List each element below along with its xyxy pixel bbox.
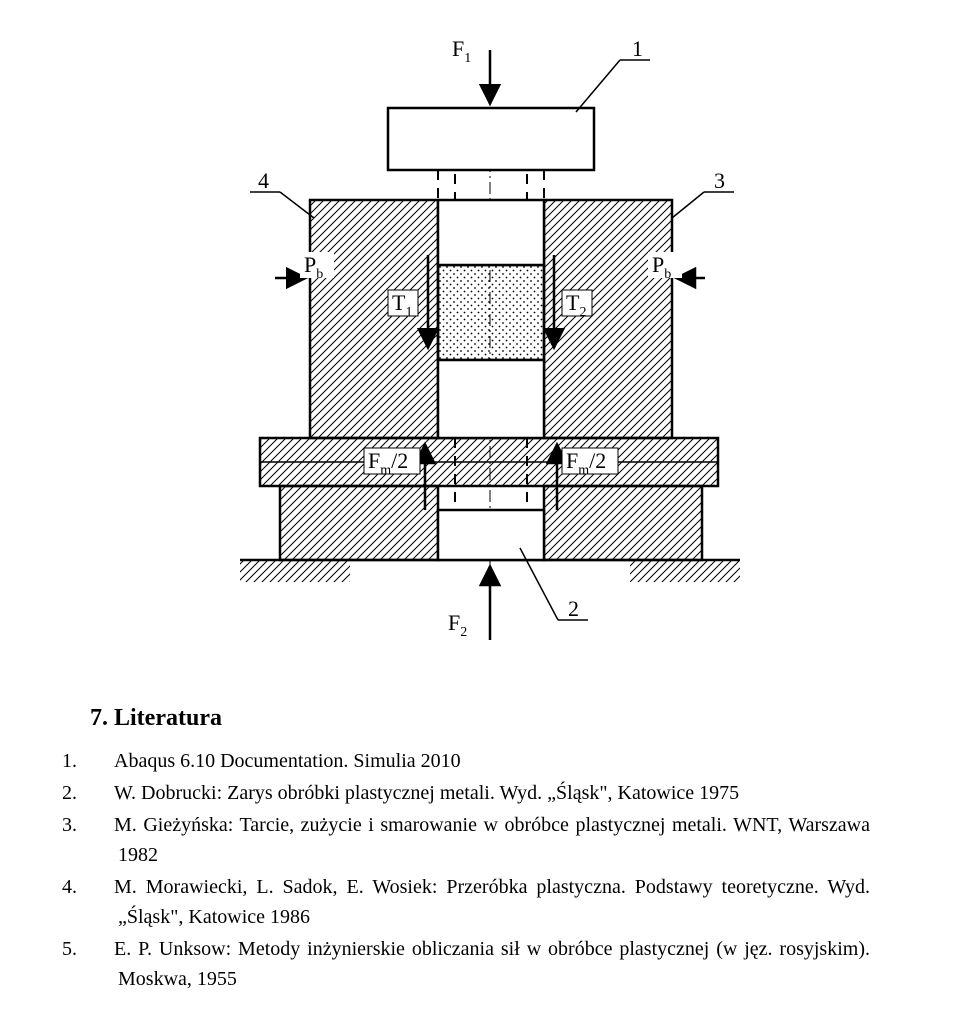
svg-text:F1: F1 <box>452 36 471 66</box>
reference-item: 1.Abaqus 6.10 Documentation. Simulia 201… <box>90 746 870 776</box>
reference-number: 5. <box>90 934 114 964</box>
reference-number: 4. <box>90 872 114 902</box>
label-F1-main: F <box>452 36 464 61</box>
part-number-1: 1 <box>632 36 643 61</box>
part-number-3: 3 <box>714 168 725 193</box>
section-heading: 7. Literatura <box>90 700 870 736</box>
label-Fm2-left-sub: m <box>380 463 391 478</box>
reference-text: E. P. Unksow: Metody inżynierskie oblicz… <box>114 938 870 990</box>
reference-text: M. Morawiecki, L. Sadok, E. Wosiek: Prze… <box>114 876 870 928</box>
reference-number: 2. <box>90 778 114 808</box>
reference-number: 1. <box>90 746 114 776</box>
reference-item: 5.E. P. Unksow: Metody inżynierskie obli… <box>90 934 870 994</box>
label-F1-sub: 1 <box>464 51 471 66</box>
reference-item: 4.M. Morawiecki, L. Sadok, E. Wosiek: Pr… <box>90 872 870 932</box>
label-Fm2-right-suffix: /2 <box>589 448 606 473</box>
label-Pb-right-main: P <box>652 252 664 277</box>
reference-item: 3.M. Gieżyńska: Tarcie, zużycie i smarow… <box>90 810 870 870</box>
reference-text: Abaqus 6.10 Documentation. Simulia 2010 <box>114 750 461 772</box>
label-T2-main: T <box>566 290 580 315</box>
label-Fm2-right-main: F <box>566 448 578 473</box>
label-T2-sub: 2 <box>579 305 586 320</box>
reference-text: W. Dobrucki: Zarys obróbki plastycznej m… <box>114 782 739 804</box>
mechanical-diagram: F1 1 3 4 Pb Pb Pb T1 T2 Fm/2 Fm/2 F2 2 <box>200 20 760 660</box>
svg-text:F2: F2 <box>448 610 467 640</box>
part-number-4: 4 <box>258 168 269 193</box>
references-list: 1.Abaqus 6.10 Documentation. Simulia 201… <box>90 746 870 994</box>
label-F2-main: F <box>448 610 460 635</box>
reference-number: 3. <box>90 810 114 840</box>
reference-item: 2.W. Dobrucki: Zarys obróbki plastycznej… <box>90 778 870 808</box>
label-F2-sub: 2 <box>460 625 467 640</box>
reference-text: M. Gieżyńska: Tarcie, zużycie i smarowan… <box>114 814 870 866</box>
label-Fm2-right-sub: m <box>578 463 589 478</box>
label-Fm2-left-main: F <box>368 448 380 473</box>
label-Pb-right-sub: b <box>664 267 671 282</box>
part-number-2: 2 <box>568 596 579 621</box>
label-Fm2-left-suffix: /2 <box>391 448 408 473</box>
label-T1-main: T <box>392 290 406 315</box>
label-T1-sub: 1 <box>405 305 412 320</box>
